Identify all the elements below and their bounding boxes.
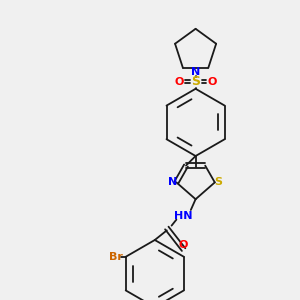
- Text: O: O: [179, 240, 188, 250]
- Text: S: S: [214, 177, 222, 188]
- Text: N: N: [168, 177, 177, 188]
- Text: S: S: [191, 75, 200, 88]
- Text: O: O: [174, 76, 184, 87]
- Text: N: N: [191, 67, 200, 77]
- Text: Br: Br: [109, 252, 123, 262]
- Text: O: O: [208, 76, 217, 87]
- Text: HN: HN: [174, 211, 193, 221]
